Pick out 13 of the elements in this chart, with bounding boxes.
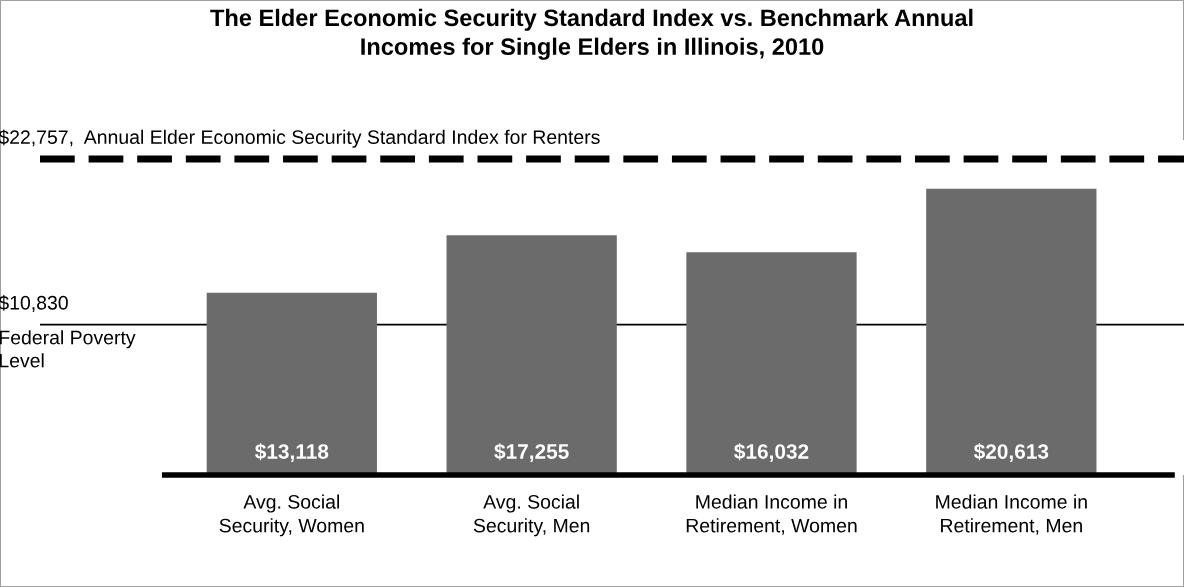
x-tick-label: Avg. Social Security, Men — [473, 494, 590, 537]
x-tick-label: Avg. Social Security, Women — [219, 494, 364, 537]
x-tick-label: Median Income in Retirement, Women — [686, 494, 857, 535]
bar — [206, 292, 377, 475]
x-tick-label: Median Income in Retirement, Men — [936, 494, 1087, 535]
chart-title: The Elder Economic Security Standard Index vs. Benchmark Annual Incomes for Single Elders in Illinois, 2010 — [210, 8, 973, 60]
bar — [446, 235, 617, 475]
data-label: $20,613 — [973, 443, 1049, 462]
bar — [926, 188, 1097, 475]
bar — [686, 252, 857, 475]
data-label: $13,118 — [255, 443, 329, 462]
data-label: $16,032 — [734, 443, 809, 462]
data-label: $17,255 — [494, 443, 569, 462]
